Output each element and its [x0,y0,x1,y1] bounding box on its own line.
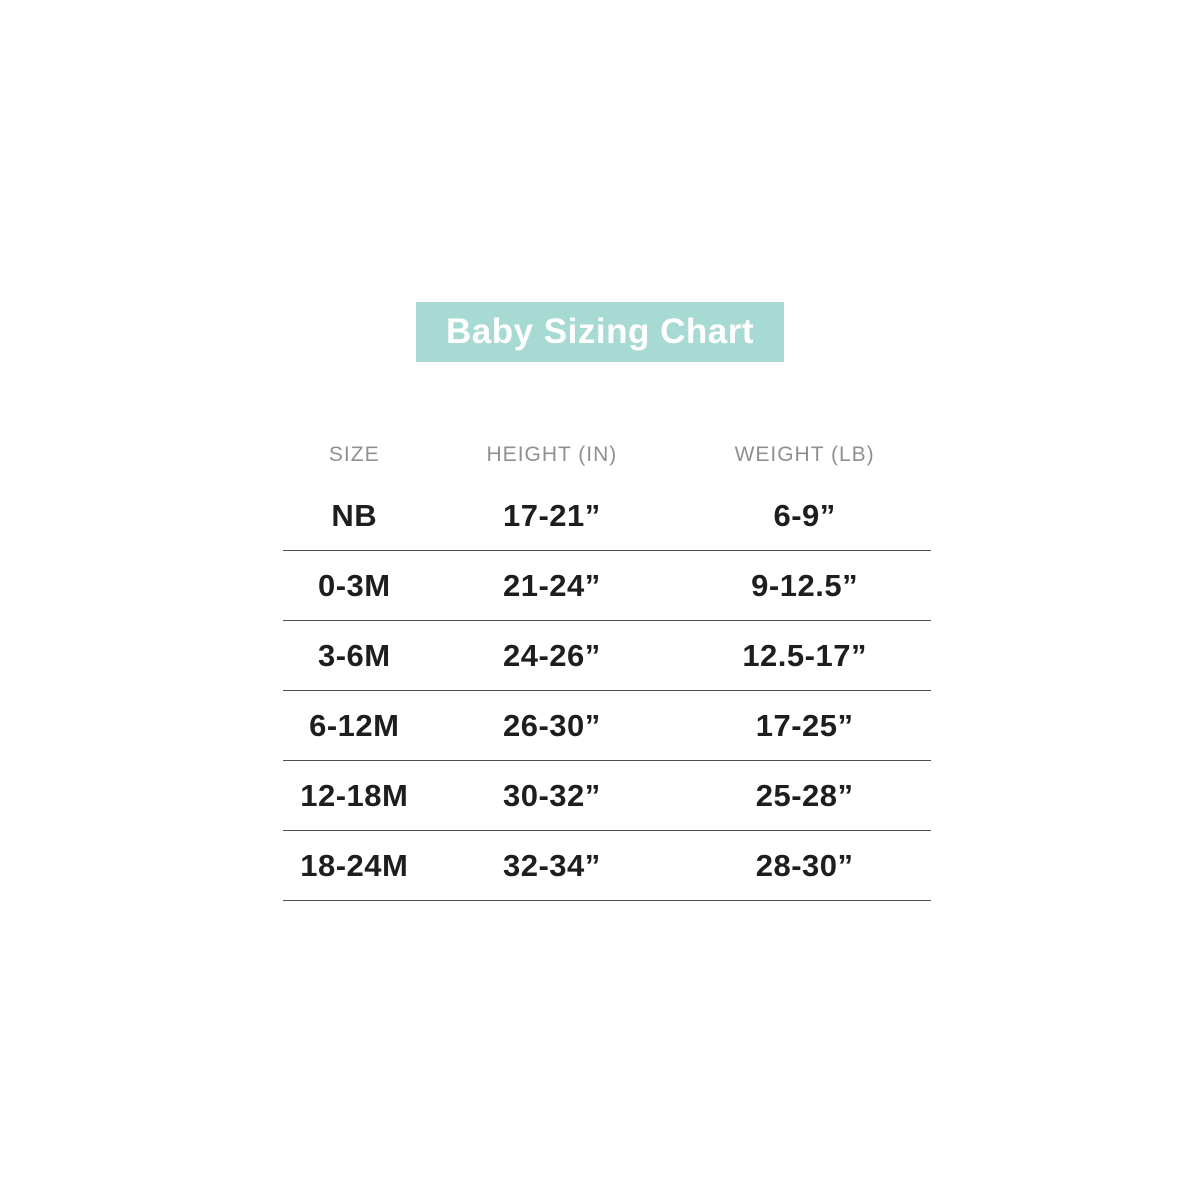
sizing-table: SIZE HEIGHT (IN) WEIGHT (LB) NB 17-21” 6-9” 0… [283,443,931,901]
height-cell: 24-26” [425,620,679,691]
table-header-row: SIZE HEIGHT (IN) WEIGHT (LB) [283,443,931,481]
height-cell: 17-21” [425,481,679,551]
table-row: NB 17-21” 6-9” [283,481,931,551]
weight-cell: 9-12.5” [678,550,931,621]
weight-cell: 6-9” [678,481,931,551]
table-row: 18-24M 32-34” 28-30” [283,830,931,901]
chart-title-banner: Baby Sizing Chart [416,302,784,362]
table-row: 3-6M 24-26” 12.5-17” [283,620,931,691]
weight-cell: 28-30” [678,830,931,901]
size-cell: 12-18M [283,760,426,831]
banner-container: Baby Sizing Chart [0,302,1200,362]
size-cell: 0-3M [283,550,426,621]
table-row: 0-3M 21-24” 9-12.5” [283,550,931,621]
table-row: 12-18M 30-32” 25-28” [283,760,931,831]
table-body: NB 17-21” 6-9” 0-3M 21-24” 9-12.5” 3-6M 24-26” 1… [283,481,931,901]
weight-cell: 12.5-17” [678,620,931,691]
height-cell: 32-34” [425,830,679,901]
weight-cell: 17-25” [678,690,931,761]
header-row: SIZE HEIGHT (IN) WEIGHT (LB) [283,443,931,481]
height-cell: 30-32” [425,760,679,831]
table-row: 6-12M 26-30” 17-25” [283,690,931,761]
size-cell: NB [283,481,426,551]
height-cell: 21-24” [425,550,679,621]
weight-cell: 25-28” [678,760,931,831]
column-header-weight: WEIGHT (LB) [734,443,875,466]
size-cell: 6-12M [283,690,426,761]
size-cell: 3-6M [283,620,426,691]
height-cell: 26-30” [425,690,679,761]
column-header-height: HEIGHT (IN) [486,443,618,466]
column-header-size: SIZE [328,443,380,466]
size-cell: 18-24M [283,830,426,901]
